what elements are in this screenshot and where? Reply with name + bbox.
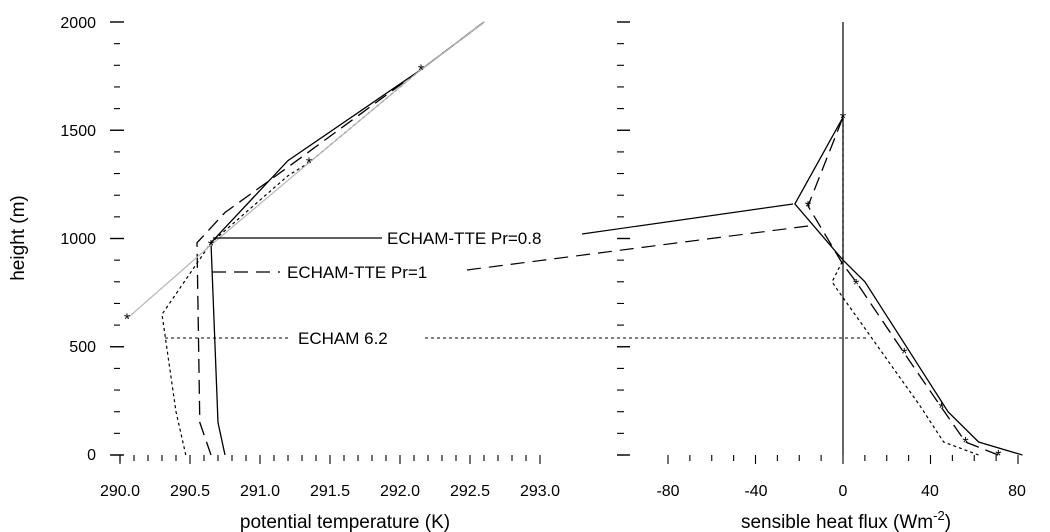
- right-xtick-label: 0: [839, 483, 848, 500]
- left-x-axis-title: potential temperature (K): [240, 512, 450, 532]
- left-xtick-label: 291.0: [240, 483, 280, 500]
- left-data-marker: *: [208, 238, 214, 255]
- left-data-marker: *: [124, 312, 130, 329]
- right-panel: -80 -40 0 40 80 sensible heat flux (Wm-2…: [617, 21, 1026, 532]
- annotation-label-pr08: ECHAM-TTE Pr=0.8: [387, 229, 541, 248]
- right-data-marker: *: [938, 400, 944, 417]
- right-series-line-dotted: [831, 117, 979, 456]
- right-data-marker: *: [853, 277, 859, 294]
- left-ytick-label: 0: [87, 447, 96, 464]
- right-x-ticks: [617, 454, 1019, 464]
- left-xtick-label: 290.0: [100, 483, 140, 500]
- right-data-marker: *: [901, 346, 907, 363]
- right-series-line-dashed: [807, 117, 999, 456]
- right-xtick-label: 80: [1008, 483, 1026, 500]
- annotation-leader-pr08-right: [581, 203, 794, 235]
- right-x-axis-title-sup: -2: [933, 508, 945, 523]
- right-series-line-solid: [794, 116, 1023, 456]
- right-x-axis-title: sensible heat flux (Wm-2): [741, 508, 951, 532]
- right-xtick-label: 40: [921, 483, 939, 500]
- annotation-label-echam: ECHAM 6.2: [298, 329, 388, 348]
- left-xtick-label: 292.5: [450, 483, 490, 500]
- left-data-marker: *: [306, 156, 312, 173]
- right-data-marker: *: [805, 199, 811, 216]
- right-xtick-label: -80: [656, 483, 679, 500]
- y-axis-title: height (m): [8, 195, 29, 281]
- right-x-axis-title-main: sensible heat flux (Wm: [741, 512, 933, 532]
- annotation-leader-pr1-right: [466, 225, 809, 271]
- left-xtick-label: 292.0: [380, 483, 420, 500]
- left-ytick-label: 1500: [60, 123, 96, 140]
- left-series-line-dotted: [161, 21, 485, 456]
- annotations: ECHAM-TTE Pr=0.8 ECHAM-TTE Pr=1 ECHAM 6.…: [165, 203, 866, 348]
- left-data-marker: *: [418, 63, 424, 80]
- left-ytick-label: 1000: [60, 231, 96, 248]
- right-data-marker: *: [995, 448, 1001, 465]
- left-y-ticks: [110, 21, 124, 456]
- left-xtick-label: 293.0: [520, 483, 560, 500]
- left-series-line-dashed: [196, 21, 485, 456]
- right-y-ticks: [617, 21, 630, 456]
- left-x-ticks: [112, 454, 541, 464]
- left-xtick-label: 290.5: [170, 483, 210, 500]
- right-xtick-label: -40: [744, 483, 767, 500]
- right-data-marker: *: [840, 110, 846, 127]
- left-series-line-reference: [126, 21, 485, 320]
- annotation-label-pr1: ECHAM-TTE Pr=1: [287, 263, 427, 282]
- left-xtick-label: 291.5: [310, 483, 350, 500]
- right-series-group: * * * * * * *: [794, 110, 1023, 465]
- left-series-group: * * * *: [124, 21, 485, 456]
- right-x-axis-title-end: ): [945, 512, 951, 532]
- left-ytick-label: 2000: [60, 15, 96, 32]
- left-ytick-label: 500: [69, 339, 96, 356]
- right-data-marker: *: [962, 435, 968, 452]
- left-panel: 290.0 290.5 291.0 291.5 292.0 292.5 293.…: [8, 15, 560, 532]
